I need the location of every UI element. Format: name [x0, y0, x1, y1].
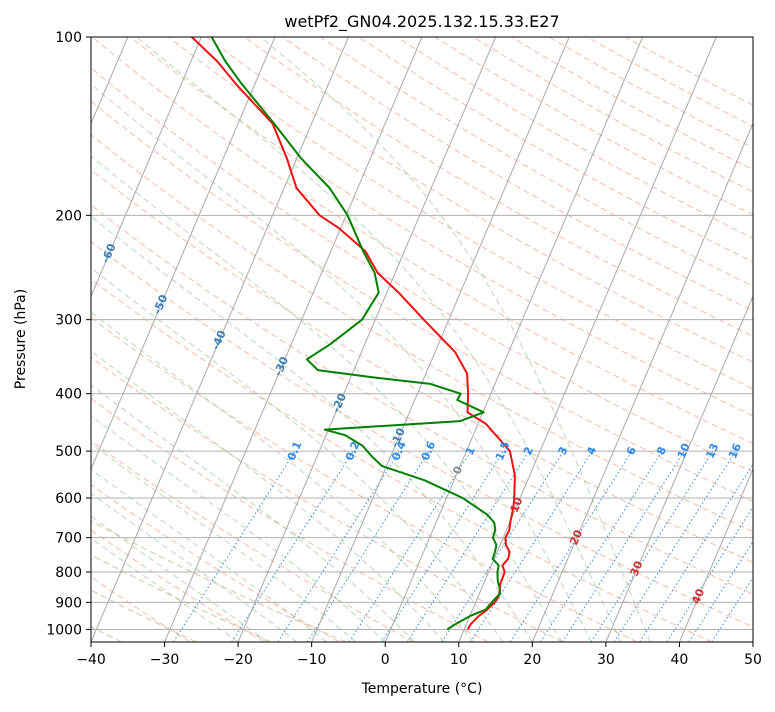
y-tick-label: 500	[55, 444, 82, 460]
y-tick-label: 400	[55, 387, 82, 403]
y-tick-label: 600	[55, 491, 82, 507]
y-tick-label: 900	[55, 595, 82, 611]
chart-title: wetPf2_GN04.2025.132.15.33.E27	[284, 12, 559, 32]
x-tick-label: −40	[76, 652, 106, 668]
y-tick-label: 300	[55, 313, 82, 329]
x-tick-label: −20	[223, 652, 253, 668]
x-tick-label: −10	[297, 652, 327, 668]
y-axis-title: Pressure (hPa)	[13, 289, 29, 389]
y-tick-label: 700	[55, 531, 82, 547]
x-tick-label: 50	[744, 652, 762, 668]
y-tick-label: 100	[55, 30, 82, 46]
x-tick-label: 30	[597, 652, 615, 668]
x-tick-label: −30	[150, 652, 180, 668]
x-tick-label: 40	[671, 652, 689, 668]
x-tick-label: 20	[523, 652, 541, 668]
x-tick-label: 10	[450, 652, 468, 668]
x-axis-title: Temperature (°C)	[361, 681, 483, 697]
x-tick-label: 0	[381, 652, 390, 668]
y-tick-label: 800	[55, 565, 82, 581]
y-tick-label: 200	[55, 208, 82, 224]
y-tick-label: 1000	[46, 622, 82, 638]
